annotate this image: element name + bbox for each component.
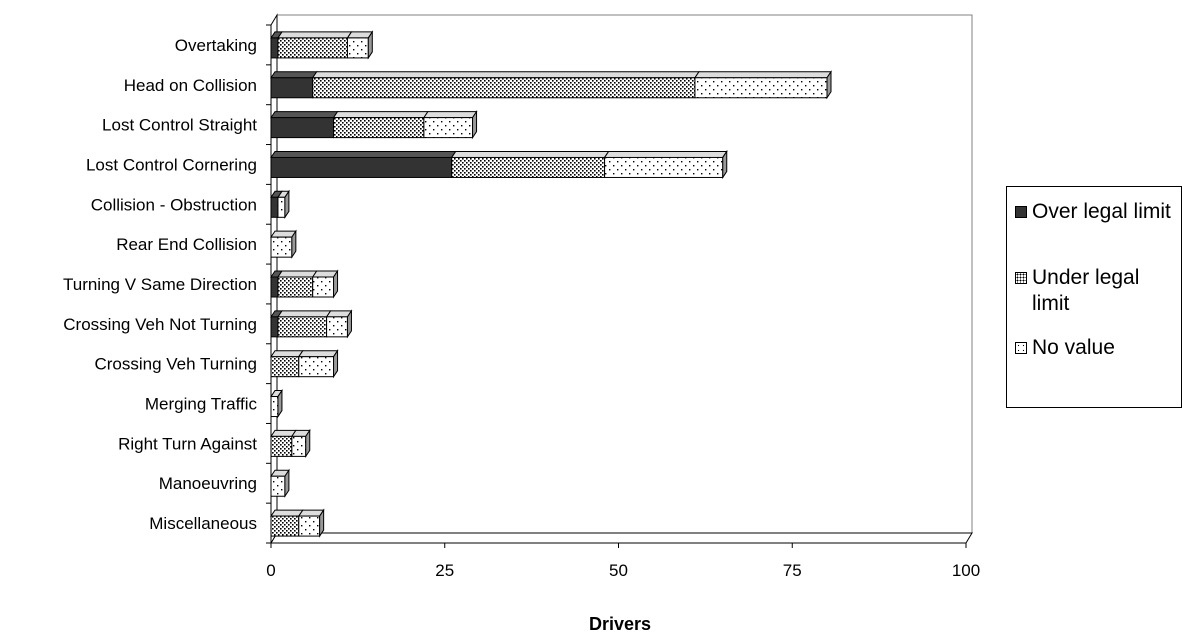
bar-segment <box>277 316 328 338</box>
category-label: Lost Control Straight <box>102 116 257 135</box>
bar-side-face <box>277 388 283 419</box>
bar-segment <box>270 396 279 418</box>
bar-segment <box>326 316 348 338</box>
bar-top-face <box>270 71 318 79</box>
bar-side-face <box>333 349 339 379</box>
bar-top-face <box>332 111 429 119</box>
bar-side-face <box>826 70 832 100</box>
bars <box>270 30 832 538</box>
bar-top-face <box>277 31 353 39</box>
legend-swatch-solid-icon <box>1015 206 1027 218</box>
bar-top-face <box>297 350 339 358</box>
legend-item-under-legal-limit: Under legal limit <box>1015 265 1180 317</box>
bar-top-face <box>270 350 304 358</box>
legend-swatch-sparse-dots-icon <box>1015 342 1027 354</box>
bar-segment <box>291 435 307 457</box>
legend-label: Under legal limit <box>1032 266 1140 315</box>
bar-top-face <box>422 111 478 119</box>
category-label: Collision - Obstruction <box>91 195 257 214</box>
category-label: Crossing Veh Not Turning <box>63 315 257 334</box>
legend-label: Over legal limit <box>1032 200 1171 223</box>
bar-segment <box>277 196 286 218</box>
bar-side-face <box>305 428 311 459</box>
legend-swatch-dense-dots-icon <box>1015 272 1027 284</box>
bar-segment <box>270 475 286 497</box>
bar-segment <box>694 77 828 99</box>
bar-top-face <box>270 509 304 517</box>
category-label: Merging Traffic <box>145 395 258 414</box>
x-axis-title: Drivers <box>589 614 651 634</box>
category-label: Rear End Collision <box>116 235 257 254</box>
category-label: Right Turn Against <box>118 434 257 453</box>
bar-top-face <box>450 150 610 158</box>
bar-segment <box>270 117 335 139</box>
x-tick-label: 100 <box>952 561 980 580</box>
bar-top-face <box>277 270 318 278</box>
bar-top-face <box>270 150 457 158</box>
bar-segment <box>270 156 453 178</box>
bar-side-face <box>346 309 352 339</box>
bar-side-face <box>472 109 478 140</box>
bar-segment <box>604 156 724 178</box>
bar-top-face <box>270 111 339 119</box>
bar-segment <box>423 117 474 139</box>
bar-segment <box>277 37 348 59</box>
bar-segment <box>270 276 279 298</box>
bar-side-face <box>284 189 290 219</box>
bar-side-face <box>333 269 339 299</box>
bar-segment <box>346 37 369 59</box>
x-axis-ticks: 0 25 50 75 100 <box>266 543 980 580</box>
category-label: Crossing Veh Turning <box>94 355 257 374</box>
bar-side-face <box>284 468 290 498</box>
bar-top-face <box>277 310 332 318</box>
floor <box>270 532 973 544</box>
bar-segment <box>277 276 314 298</box>
category-label: Turning V Same Direction <box>63 275 257 294</box>
legend-item-no-value: No value <box>1015 335 1180 361</box>
bar-segment <box>270 356 300 378</box>
bar-top-face <box>694 71 832 79</box>
category-label: Overtaking <box>175 36 257 55</box>
category-labels: Overtaking Head on Collision Lost Control … <box>63 24 271 544</box>
bar-segment <box>298 515 321 537</box>
x-tick-label: 50 <box>609 561 628 580</box>
bar-side-face <box>291 229 297 259</box>
category-label: Lost Control Cornering <box>86 155 257 174</box>
bar-segment <box>333 117 425 139</box>
bar-segment <box>270 37 279 59</box>
x-tick-label: 25 <box>435 561 454 580</box>
bar-segment <box>270 77 314 99</box>
category-label: Miscellaneous <box>149 514 257 533</box>
bar-side-face <box>319 508 325 538</box>
bar-segment <box>298 356 335 378</box>
bar-segment <box>270 515 300 537</box>
category-label: Head on Collision <box>124 76 257 95</box>
bar-segment <box>451 156 606 178</box>
bar-top-face <box>311 71 700 79</box>
legend: Over legal limit Under legal limit No va… <box>1006 186 1182 408</box>
bar-top-face <box>603 150 728 158</box>
category-label: Manoeuvring <box>159 474 257 493</box>
bar-side-face <box>722 149 728 180</box>
x-tick-label: 75 <box>783 561 802 580</box>
bar-segment <box>270 236 293 258</box>
bar-segment <box>270 196 279 218</box>
bar-side-face <box>367 30 373 60</box>
bar-segment <box>312 276 335 298</box>
legend-item-over-legal-limit: Over legal limit <box>1015 199 1180 225</box>
bar-segment <box>312 77 696 99</box>
bar-segment <box>270 435 293 457</box>
bar-segment <box>270 316 279 338</box>
legend-label: No value <box>1032 336 1115 359</box>
x-tick-label: 0 <box>266 561 275 580</box>
